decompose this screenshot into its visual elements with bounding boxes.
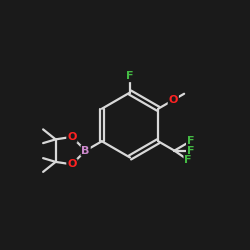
Text: F: F	[184, 155, 192, 165]
Text: F: F	[187, 146, 194, 156]
Text: F: F	[187, 136, 194, 146]
Text: O: O	[67, 160, 76, 170]
Text: F: F	[126, 71, 134, 81]
Text: B: B	[82, 146, 90, 156]
Text: O: O	[168, 95, 178, 105]
Text: O: O	[67, 132, 76, 142]
